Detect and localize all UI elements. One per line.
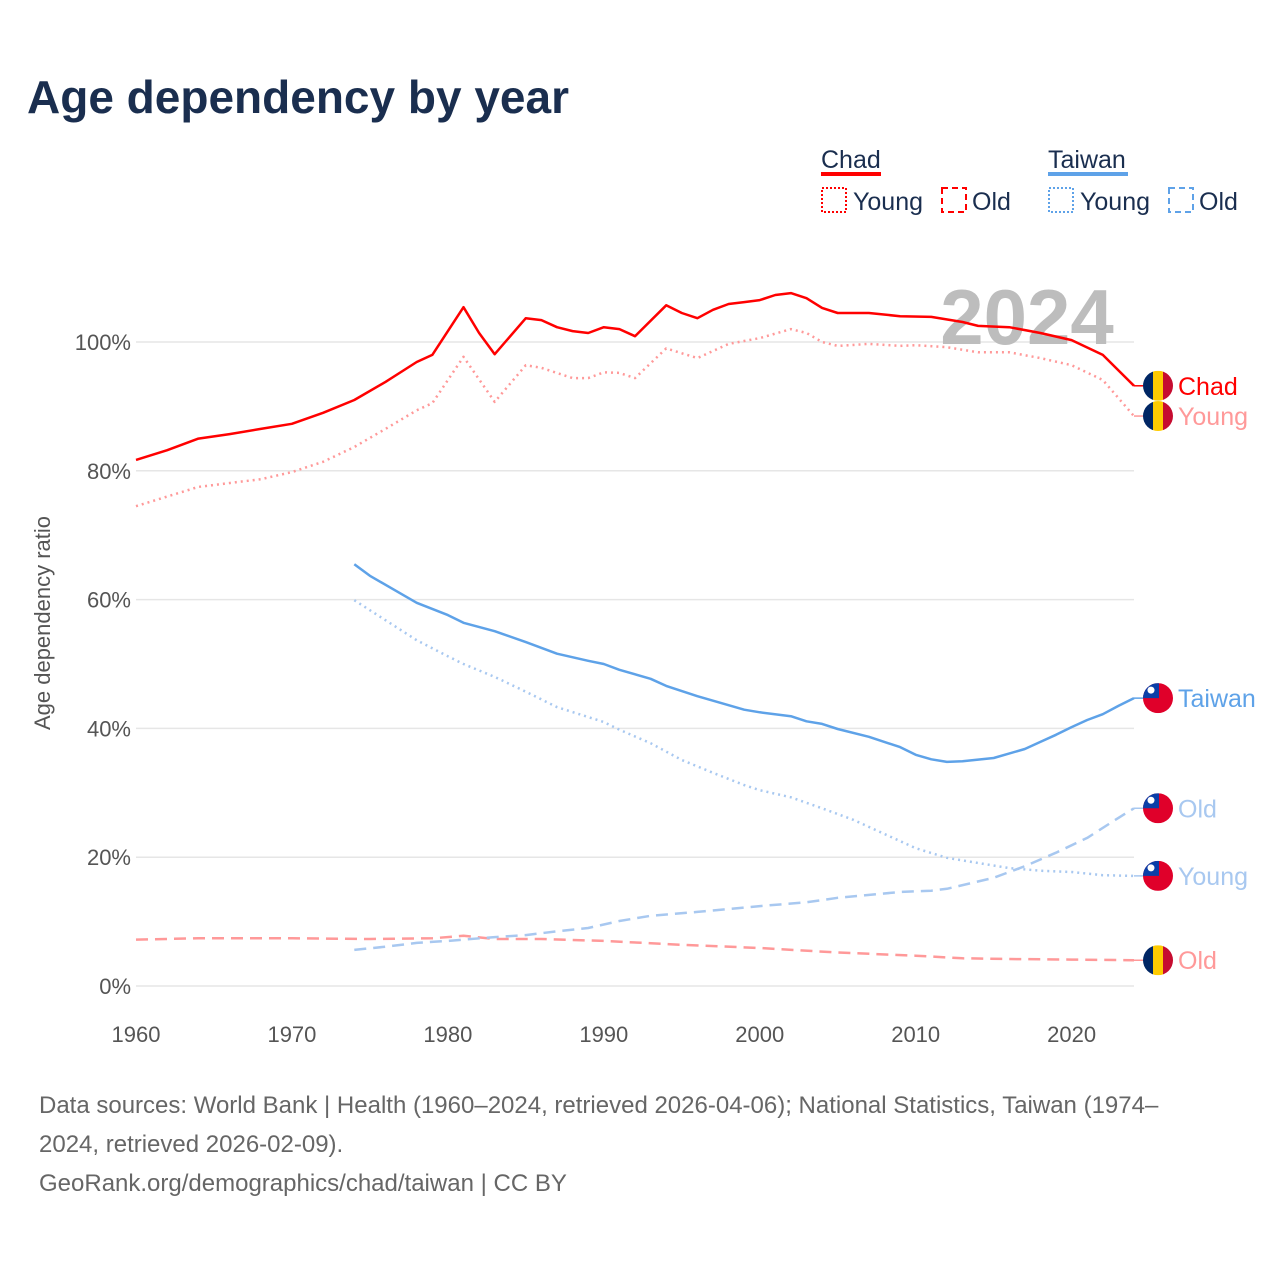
y-tick-label: 60% bbox=[87, 588, 131, 613]
end-label-chad-old: Old bbox=[1134, 945, 1217, 976]
legend-taiwan-old[interactable]: Old bbox=[1199, 188, 1238, 216]
series-line-taiwan[interactable] bbox=[353, 563, 1135, 764]
y-tick-label: 80% bbox=[87, 459, 131, 484]
legend-taiwan-young-swatch bbox=[1048, 187, 1074, 213]
legend-taiwan-old-swatch bbox=[1168, 187, 1194, 213]
series-line-chad[interactable] bbox=[135, 291, 1135, 462]
chad-flag-icon bbox=[1143, 945, 1173, 976]
end-label-chad-young: Young bbox=[1134, 401, 1248, 432]
legend: Chad Young Old Taiwan Young Old bbox=[821, 146, 1238, 216]
y-tick-label: 0% bbox=[99, 974, 131, 999]
legend-chad-young[interactable]: Young bbox=[853, 188, 923, 216]
taiwan-flag-icon bbox=[1143, 793, 1173, 824]
series-line-taiwan-young[interactable] bbox=[353, 599, 1135, 878]
end-label-taiwan: Taiwan bbox=[1134, 683, 1256, 714]
end-label-chad: Chad bbox=[1134, 370, 1238, 401]
end-label-text: Chad bbox=[1178, 373, 1238, 401]
legend-chad-old[interactable]: Old bbox=[972, 188, 1011, 216]
series-lines bbox=[135, 291, 1135, 962]
chad-flag-icon bbox=[1143, 401, 1173, 432]
series-line-taiwan-old[interactable] bbox=[354, 807, 1135, 952]
x-tick-label: 2010 bbox=[891, 1022, 940, 1047]
legend-chad-swatch bbox=[821, 172, 881, 176]
footer-sources-line1: Data sources: World Bank | Health (1960–… bbox=[39, 1092, 1159, 1119]
footer-credit[interactable]: GeoRank.org/demographics/chad/taiwan | C… bbox=[39, 1170, 567, 1197]
end-label-text: Old bbox=[1178, 795, 1217, 823]
legend-group-chad[interactable]: Chad bbox=[821, 146, 881, 174]
x-tick-label: 1960 bbox=[112, 1022, 161, 1047]
end-label-taiwan-old: Old bbox=[1134, 793, 1217, 824]
series-line-chad-old[interactable] bbox=[135, 934, 1135, 962]
legend-taiwan-young[interactable]: Young bbox=[1080, 188, 1150, 216]
taiwan-flag-icon bbox=[1143, 683, 1173, 714]
y-tick-label: 100% bbox=[75, 330, 131, 355]
end-label-text: Young bbox=[1178, 863, 1248, 891]
taiwan-flag-icon bbox=[1143, 860, 1173, 891]
gridlines: 0% 20% 40% 60% 80% 100% 1960 1970 1980 1990 2000 20… bbox=[75, 330, 1134, 1047]
end-label-text: Old bbox=[1178, 947, 1217, 975]
legend-group-taiwan[interactable]: Taiwan bbox=[1048, 146, 1126, 174]
chad-flag-icon bbox=[1143, 370, 1173, 401]
x-tick-label: 1990 bbox=[579, 1022, 628, 1047]
legend-taiwan-swatch bbox=[1048, 172, 1128, 176]
x-tick-label: 2000 bbox=[735, 1022, 784, 1047]
x-tick-label: 1980 bbox=[423, 1022, 472, 1047]
footer-sources-line2: 2024, retrieved 2026-02-09). bbox=[39, 1131, 343, 1158]
y-tick-label: 40% bbox=[87, 716, 131, 741]
x-tick-label: 2020 bbox=[1047, 1022, 1096, 1047]
y-axis-label: Age dependency ratio bbox=[30, 516, 55, 730]
chart-title: Age dependency by year bbox=[27, 71, 569, 123]
x-tick-label: 1970 bbox=[267, 1022, 316, 1047]
end-label-text: Taiwan bbox=[1178, 685, 1256, 713]
end-label-text: Young bbox=[1178, 403, 1248, 431]
legend-chad-young-swatch bbox=[821, 187, 847, 213]
y-tick-label: 20% bbox=[87, 845, 131, 870]
legend-chad-old-swatch bbox=[941, 187, 967, 213]
end-label-taiwan-young: Young bbox=[1134, 860, 1248, 891]
